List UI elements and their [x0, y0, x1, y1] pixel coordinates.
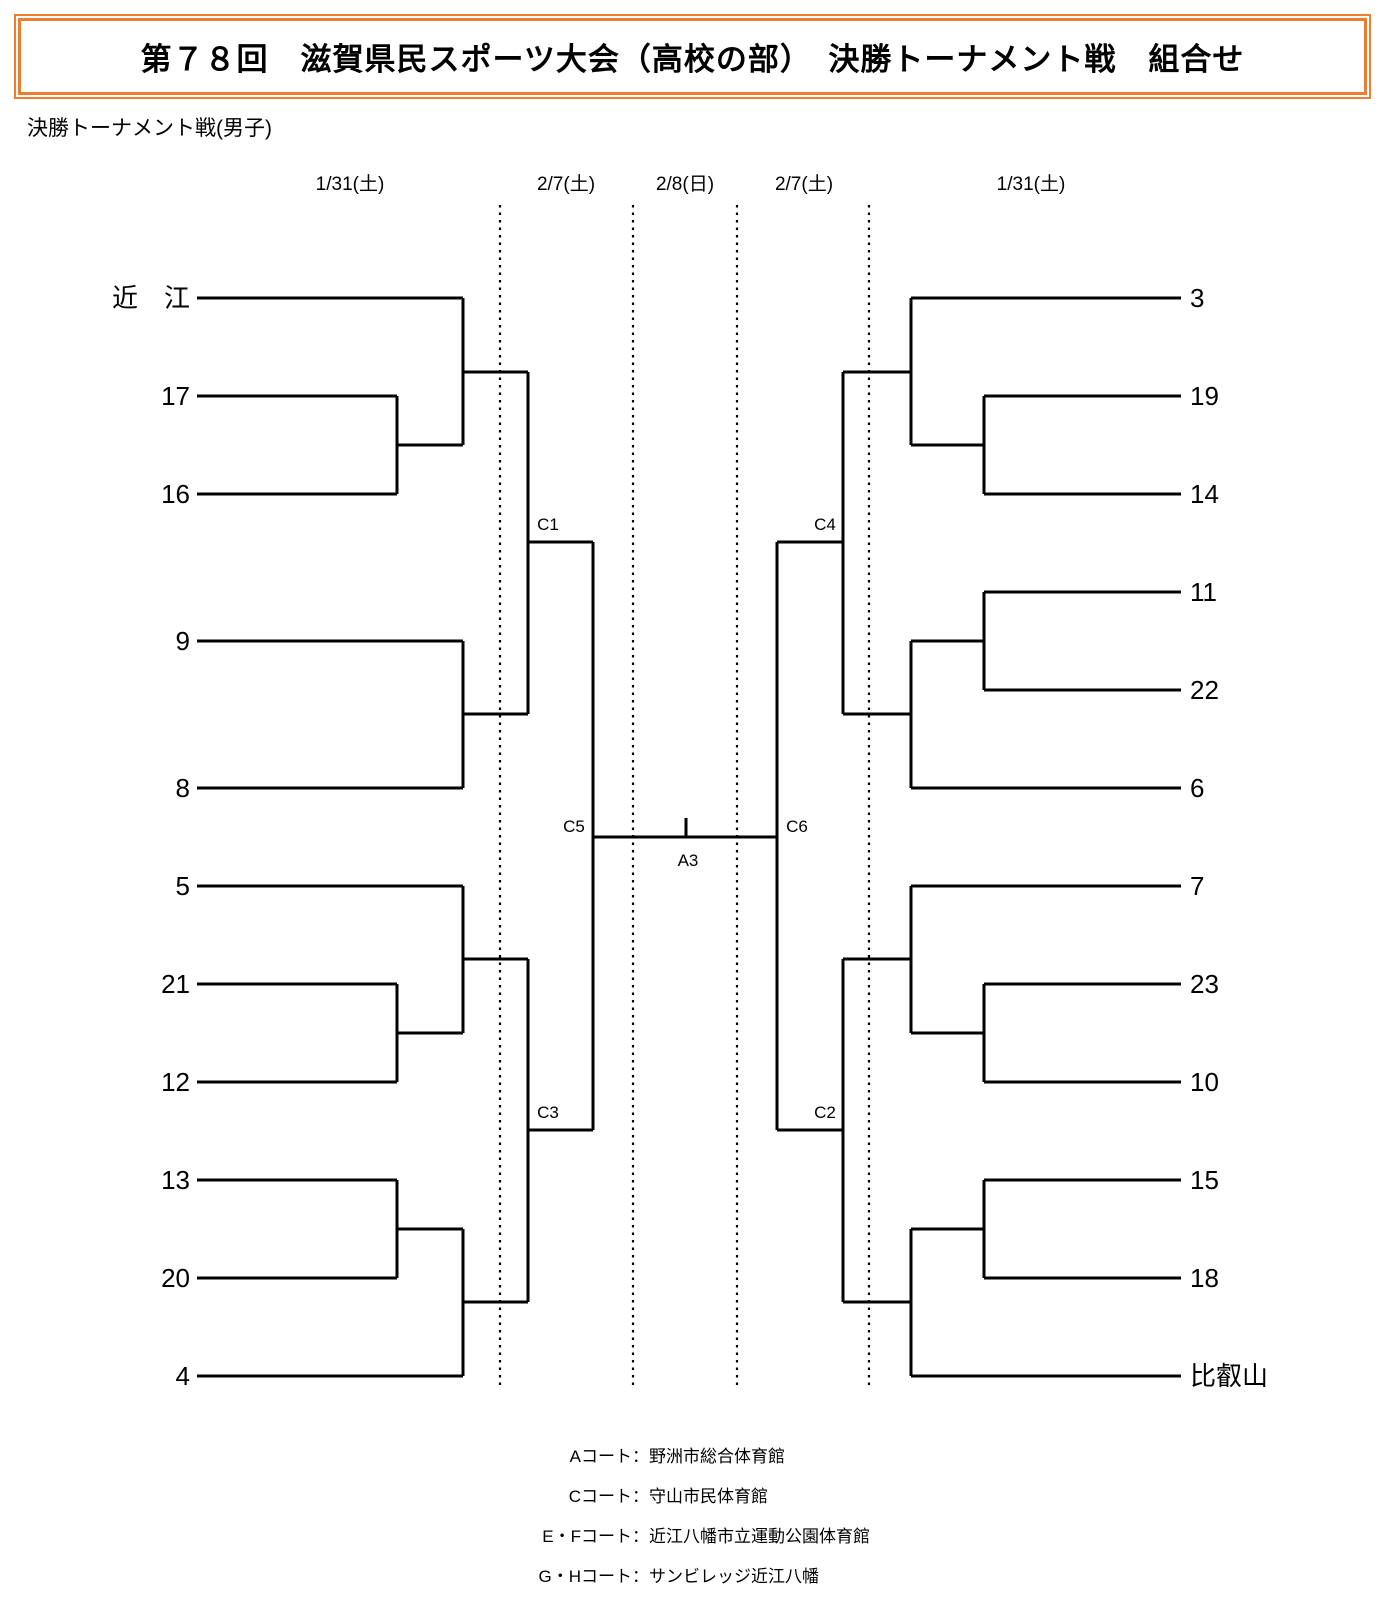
team-right-11: 比叡山	[1190, 1361, 1269, 1391]
bracket-right-lines	[775, 296, 1181, 1378]
team-right-8: 10	[1190, 1067, 1219, 1097]
team-left-8: 13	[161, 1165, 190, 1195]
title-box: 第７８回 滋賀県民スポーツ大会（高校の部） 決勝トーナメント戦 組合せ	[18, 18, 1367, 95]
date-label-right-round1: 1/31(土)	[996, 174, 1066, 195]
final-lines	[593, 818, 777, 839]
venue-court-label: E・Fコート	[542, 1526, 632, 1546]
team-right-7: 23	[1190, 969, 1219, 999]
venue-name: 野洲市総合体育館	[649, 1446, 785, 1466]
date-label-left-round1: 1/31(土)	[315, 174, 385, 195]
team-left-0: 近 江	[111, 283, 190, 313]
bracket-subtitle: 決勝トーナメント戦(男子)	[27, 117, 272, 140]
venue-separator: ：	[632, 1486, 649, 1506]
venue-court-label: G・Hコート	[538, 1566, 633, 1586]
venue-row-A: Aコート：野洲市総合体育館	[538, 1434, 870, 1474]
team-right-6: 7	[1190, 871, 1205, 901]
team-right-1: 19	[1190, 381, 1219, 411]
team-left-9: 20	[161, 1263, 190, 1293]
team-left-2: 16	[161, 479, 190, 509]
court-label-C3: C3	[537, 1103, 559, 1122]
venue-name: 近江八幡市立運動公園体育館	[649, 1526, 870, 1546]
venue-legend: Aコート：野洲市総合体育館 Cコート：守山市民体育館 E・Fコート：近江八幡市立…	[538, 1434, 871, 1594]
date-label-left-round2: 2/7(土)	[536, 174, 596, 195]
team-right-0: 3	[1190, 283, 1205, 313]
team-left-4: 8	[175, 773, 190, 803]
round-separator-dotted-lines	[498, 205, 871, 1388]
court-label-A3-final: A3	[677, 851, 699, 870]
team-left-7: 12	[161, 1067, 190, 1097]
date-label-final: 2/8(日)	[655, 174, 715, 195]
page-title: 第７８回 滋賀県民スポーツ大会（高校の部） 決勝トーナメント戦 組合せ	[140, 42, 1245, 77]
team-right-3: 11	[1190, 577, 1217, 607]
team-right-10: 18	[1190, 1263, 1219, 1293]
team-left-10: 4	[175, 1361, 190, 1391]
team-left-6: 21	[161, 969, 190, 999]
venue-court-label: Cコート	[568, 1486, 632, 1506]
venue-row-C: Cコート：守山市民体育館	[538, 1474, 870, 1514]
team-right-4: 22	[1190, 675, 1219, 705]
court-label-C1: C1	[537, 515, 559, 534]
date-label-right-round2: 2/7(土)	[774, 174, 834, 195]
court-label-C6: C6	[786, 817, 808, 836]
team-left-3: 9	[175, 626, 190, 656]
venue-name: 守山市民体育館	[649, 1486, 768, 1506]
venue-separator: ：	[632, 1566, 649, 1586]
team-left-1: 17	[161, 381, 190, 411]
bracket-left-lines	[197, 296, 595, 1378]
team-right-5: 6	[1190, 773, 1205, 803]
court-label-C4: C4	[814, 515, 836, 534]
venue-row-GH: G・Hコート：サンビレッジ近江八幡	[538, 1554, 870, 1594]
venue-separator: ：	[632, 1526, 649, 1546]
team-right-2: 14	[1190, 479, 1219, 509]
court-label-C2: C2	[814, 1103, 836, 1122]
team-left-5: 5	[175, 871, 190, 901]
venue-separator: ：	[632, 1446, 649, 1466]
venue-name: サンビレッジ近江八幡	[649, 1566, 819, 1586]
court-label-C5: C5	[563, 817, 585, 836]
venue-row-EF: E・Fコート：近江八幡市立運動公園体育館	[538, 1514, 870, 1554]
venue-court-label: Aコート	[569, 1446, 632, 1466]
team-right-9: 15	[1190, 1165, 1219, 1195]
